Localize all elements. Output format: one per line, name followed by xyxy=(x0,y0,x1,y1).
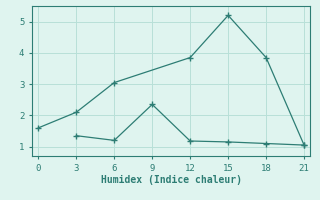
X-axis label: Humidex (Indice chaleur): Humidex (Indice chaleur) xyxy=(101,175,242,185)
